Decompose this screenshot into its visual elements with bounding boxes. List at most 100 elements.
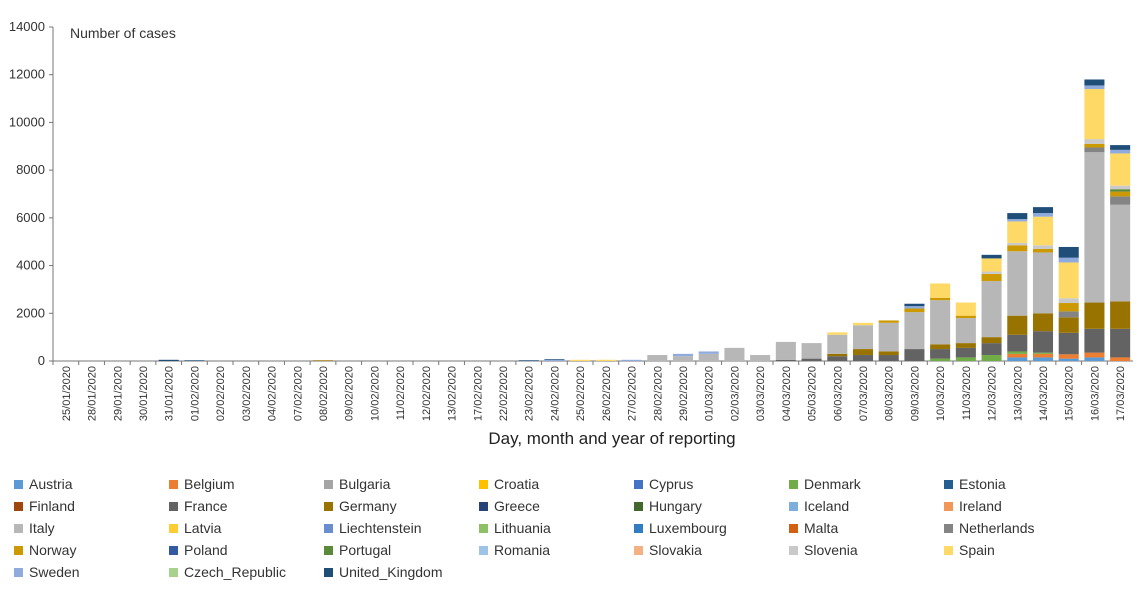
- bar-segment-italy: [852, 325, 874, 350]
- legend-label: Czech_Republic: [184, 564, 286, 580]
- legend-swatch: [944, 523, 953, 533]
- bar-segment-sweden: [1058, 257, 1079, 263]
- bar-segment-germany: [878, 351, 899, 356]
- bar-segment-norway: [1110, 191, 1131, 197]
- x-tick-label: 07/03/2020: [858, 366, 870, 421]
- bar-segment-slovenia: [1110, 185, 1131, 190]
- bar-segment-austria: [1058, 358, 1079, 361]
- x-axis-title: Day, month and year of reporting: [488, 429, 735, 448]
- x-tick-label: 01/03/2020: [704, 366, 716, 421]
- bar-segment-norway: [1007, 245, 1028, 252]
- legend-swatch: [14, 479, 23, 489]
- bar-segment-sweden: [1110, 149, 1131, 154]
- legend-swatch: [634, 501, 643, 511]
- legend-item-sweden: Sweden: [14, 562, 80, 582]
- bar-segment-slovenia: [1007, 242, 1028, 246]
- legend-label: Belgium: [184, 476, 235, 492]
- legend-label: Germany: [339, 498, 397, 514]
- bar-segment-norway: [1032, 248, 1054, 253]
- legend-swatch: [634, 523, 643, 533]
- x-tick-label: 08/02/2020: [318, 366, 330, 421]
- bar-segment-spain: [1007, 221, 1028, 243]
- y-tick-label: 4000: [16, 258, 45, 273]
- legend-item-latvia: Latvia: [169, 518, 221, 538]
- legend-swatch: [14, 567, 23, 577]
- legend-item-liechtenstein: Liechtenstein: [324, 518, 422, 538]
- legend-label: Austria: [29, 476, 73, 492]
- bar-segment-austria: [1032, 357, 1054, 361]
- bar-segment-france: [801, 358, 822, 361]
- legend-label: Ireland: [959, 498, 1002, 514]
- bar-segment-united-kingdom: [544, 359, 565, 360]
- x-tick-label: 09/03/2020: [909, 366, 921, 421]
- bar-segment-germany: [930, 344, 951, 350]
- bar-segment-united-kingdom: [184, 360, 205, 361]
- legend-swatch: [479, 501, 488, 511]
- legend-item-romania: Romania: [479, 540, 550, 560]
- legend-label: United_Kingdom: [339, 564, 443, 580]
- x-tick-label: 06/03/2020: [832, 366, 844, 421]
- bar-segment-sweden: [904, 306, 925, 309]
- bar-segment-united-kingdom: [981, 254, 1002, 259]
- y-tick-label: 2000: [16, 305, 45, 320]
- bar-segment-austria: [1007, 357, 1028, 361]
- legend-item-poland: Poland: [169, 540, 228, 560]
- legend-swatch: [14, 501, 23, 511]
- legend-item-slovakia: Slovakia: [634, 540, 702, 560]
- legend-label: Portugal: [339, 542, 392, 558]
- legend-label: Cyprus: [649, 476, 694, 492]
- bar-segment-germany: [852, 349, 874, 356]
- x-tick-label: 15/03/2020: [1064, 366, 1076, 421]
- bar-segment-italy: [904, 312, 925, 350]
- bar-segment-france: [1058, 332, 1079, 355]
- y-tick-label: 6000: [16, 210, 45, 225]
- legend-label: Estonia: [959, 476, 1006, 492]
- bar-segment-italy: [672, 356, 694, 361]
- legend-swatch: [789, 501, 798, 511]
- bar-segment-france: [852, 355, 874, 361]
- bar-segment-united-kingdom: [158, 359, 179, 361]
- bar-segment-denmark: [1007, 351, 1028, 354]
- bar-segment-denmark: [981, 355, 1002, 361]
- legend-swatch: [324, 501, 333, 511]
- bar-segment-italy: [698, 353, 719, 361]
- bars: [158, 79, 1131, 361]
- legend-item-norway: Norway: [14, 540, 76, 560]
- bar-segment-germany: [1032, 313, 1054, 332]
- bar-segment-france: [904, 349, 925, 361]
- bar-segment-spain: [930, 283, 951, 298]
- legend-swatch: [789, 523, 798, 533]
- x-tick-label: 30/01/2020: [138, 366, 150, 421]
- x-tick-label: 24/02/2020: [549, 366, 561, 421]
- x-tick-label: 28/01/2020: [87, 366, 99, 421]
- x-tick-label: 26/02/2020: [601, 366, 613, 421]
- legend-item-slovenia: Slovenia: [789, 540, 858, 560]
- bar-segment-spain: [852, 322, 874, 326]
- legend-label: France: [184, 498, 228, 514]
- x-tick-label: 31/01/2020: [164, 366, 176, 421]
- bar-segment-norway: [981, 273, 1002, 282]
- bar-segment-belgium: [1058, 354, 1079, 359]
- x-tick-label: 11/03/2020: [961, 366, 973, 420]
- legend-label: Bulgaria: [339, 476, 391, 492]
- bar-segment-italy: [647, 355, 668, 361]
- bar-segment-united-kingdom: [1084, 79, 1105, 86]
- legend-item-iceland: Iceland: [789, 496, 849, 516]
- y-tick-label: 10000: [9, 114, 45, 129]
- x-tick-label: 13/03/2020: [1012, 366, 1024, 421]
- legend-label: Greece: [494, 498, 540, 514]
- legend-label: Slovenia: [804, 542, 858, 558]
- legend-item-lithuania: Lithuania: [479, 518, 551, 538]
- bar-segment-france: [878, 355, 899, 361]
- bar-segment-norway: [1058, 303, 1079, 312]
- legend-item-malta: Malta: [789, 518, 838, 538]
- legend-swatch: [634, 545, 643, 555]
- y-tick-label: 14000: [9, 19, 45, 34]
- legend-item-luxembourg: Luxembourg: [634, 518, 727, 538]
- bar-segment-italy: [1110, 204, 1131, 302]
- legend-swatch: [14, 523, 23, 533]
- legend-item-ireland: Ireland: [944, 496, 1002, 516]
- x-tick-label: 13/02/2020: [447, 366, 459, 421]
- bar-segment-italy: [878, 322, 899, 352]
